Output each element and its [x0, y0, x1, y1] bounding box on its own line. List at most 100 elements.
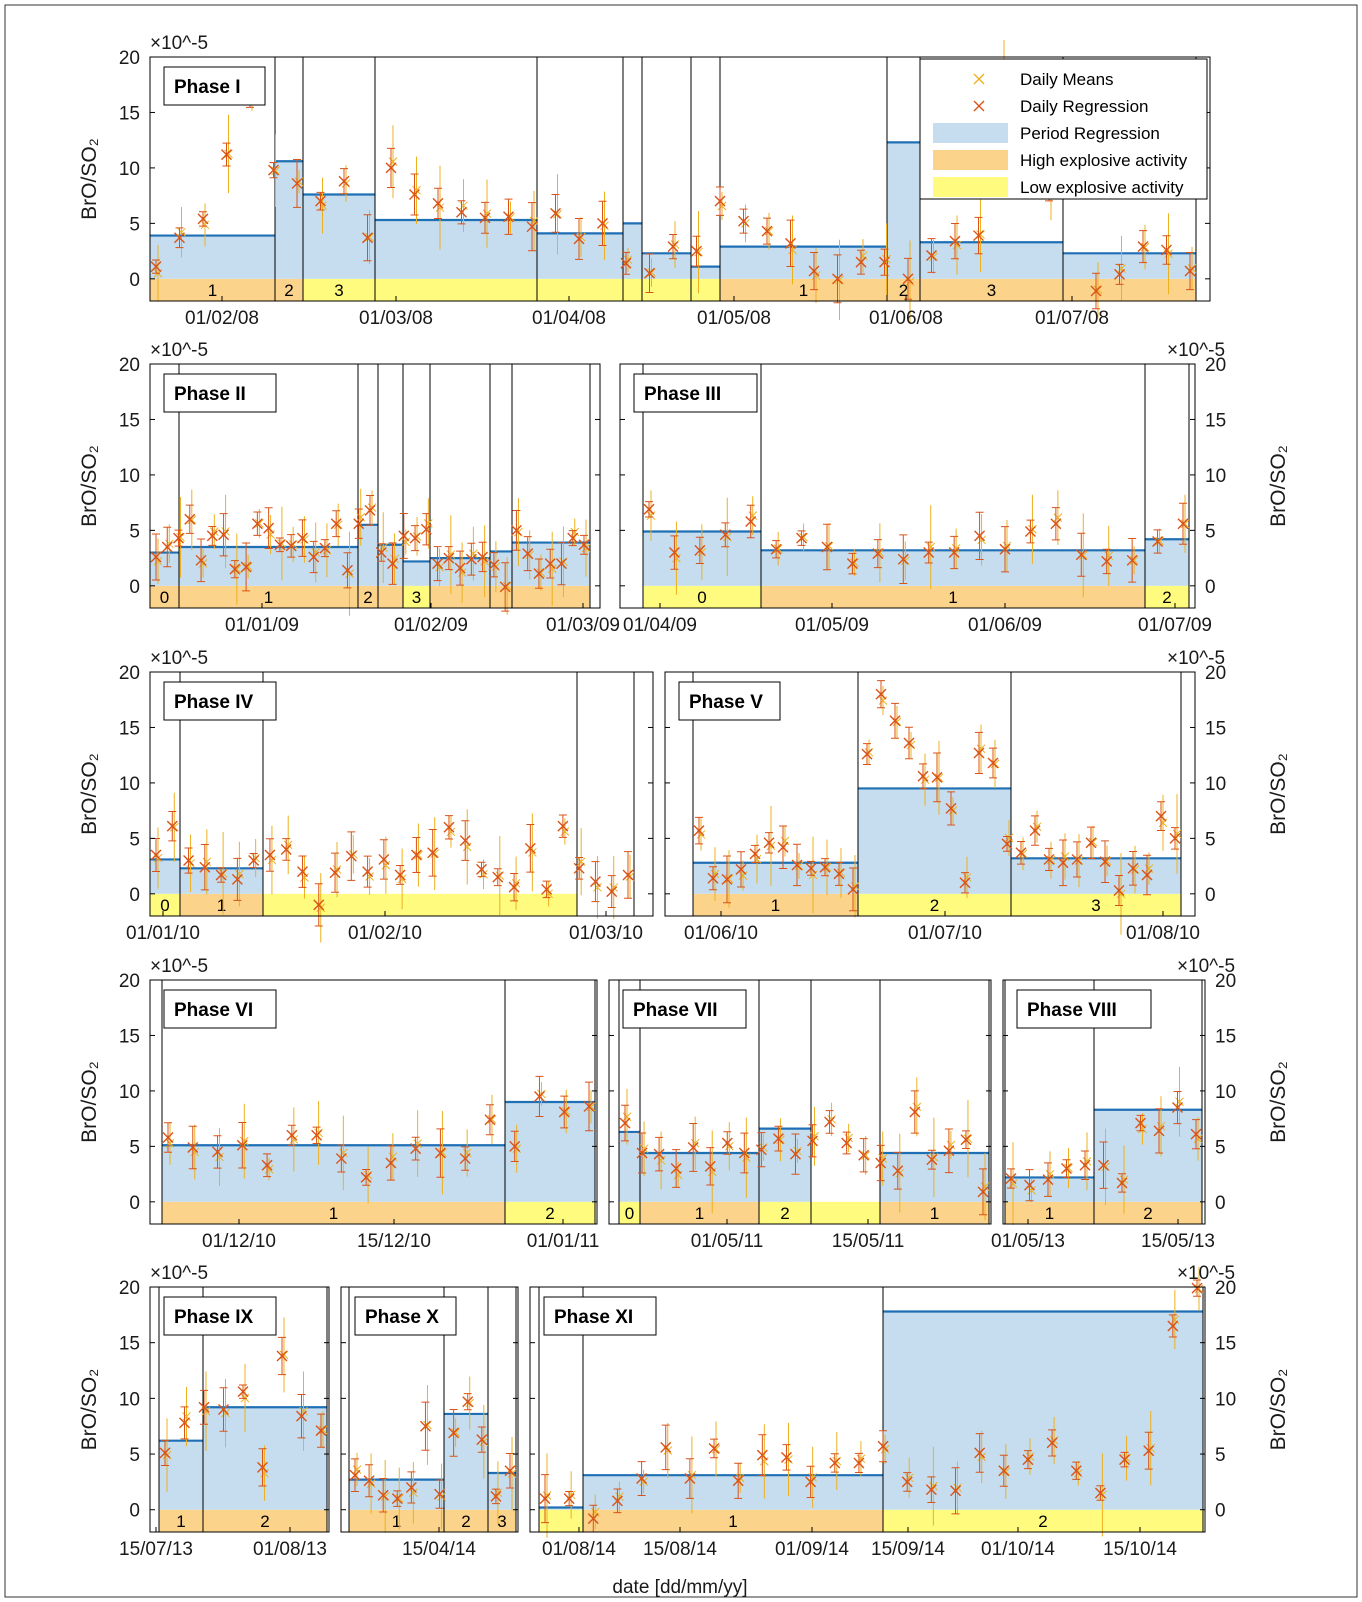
period-regression-area — [640, 1153, 759, 1202]
daily-regression-point — [456, 206, 467, 218]
daily-regression-point — [841, 1137, 853, 1149]
legend-label: Daily Means — [1020, 70, 1114, 89]
daily-means-point — [536, 568, 546, 578]
daily-regression-point — [1169, 832, 1181, 844]
activity-band — [583, 1509, 883, 1532]
phase-label-frame — [678, 681, 781, 721]
daily-regression-point — [541, 883, 553, 895]
daily-means-point — [299, 1406, 308, 1416]
daily-regression-point — [557, 820, 569, 832]
daily-regression-point — [161, 541, 173, 553]
daily-regression-point — [1057, 857, 1069, 869]
daily-means-point — [409, 1488, 418, 1498]
activity-band — [150, 893, 180, 916]
daily-regression-point — [606, 886, 618, 898]
phase-label-box: Phase VI — [163, 989, 277, 1029]
axes-frame — [149, 56, 1211, 302]
daily-regression-point — [212, 1146, 224, 1158]
daily-regression-point — [763, 837, 775, 849]
daily-regression-point — [789, 1148, 801, 1160]
daily-regression-point — [909, 1106, 921, 1118]
x-tick-label: 01/12/10 — [202, 1231, 276, 1252]
daily-regression-point — [846, 558, 858, 570]
daily-regression-point — [150, 261, 162, 273]
daily-means-point — [1053, 513, 1063, 522]
daily-regression-point — [796, 532, 808, 544]
daily-means-point — [1175, 1097, 1184, 1107]
daily-regression-point — [443, 552, 455, 564]
phase-label-box: Phase XI — [543, 1296, 657, 1336]
daily-means-point — [780, 836, 790, 846]
daily-means-point — [394, 1494, 404, 1503]
activity-band — [1005, 1201, 1094, 1224]
phase-label-frame — [163, 1296, 277, 1336]
x-tick-label: 01/07/10 — [908, 923, 982, 944]
daily-regression-point — [1161, 244, 1172, 256]
daily-regression-point — [276, 1350, 288, 1362]
daily-regression-point — [488, 559, 500, 571]
y-exponent: ×10^-5 — [1167, 648, 1225, 669]
activity-band — [375, 278, 537, 301]
legend-label: Daily Regression — [1020, 97, 1149, 116]
daily-regression-point — [1116, 1177, 1128, 1189]
phase-title: Phase I — [174, 77, 241, 98]
daily-means-point — [318, 201, 327, 210]
daily-means-point — [430, 849, 440, 858]
daily-regression-point — [1135, 1117, 1146, 1129]
daily-regression-point — [329, 867, 341, 879]
activity-band — [150, 278, 275, 301]
daily-regression-point — [926, 1154, 938, 1166]
daily-regression-point — [1005, 1173, 1017, 1185]
daily-regression-point — [808, 265, 820, 277]
period-regression-area — [883, 1311, 1203, 1510]
daily-regression-point — [644, 267, 655, 279]
daily-means-point — [850, 558, 859, 567]
activity-band — [537, 278, 623, 301]
daily-regression-point — [319, 542, 331, 554]
daily-means-point — [462, 1148, 472, 1158]
x-tick-label: 01/02/08 — [185, 308, 259, 329]
daily-means-point — [759, 1457, 769, 1466]
phase-label-box: Phase V — [678, 681, 781, 721]
daily-means-point — [764, 226, 774, 236]
daily-regression-point — [218, 1404, 229, 1415]
x-tick-label: 01/07/08 — [1035, 308, 1109, 329]
daily-regression-point — [785, 237, 796, 249]
activity-band — [150, 585, 179, 608]
axes-frame — [1002, 979, 1206, 1225]
daily-regression-point — [555, 558, 567, 570]
daily-regression-point — [923, 547, 935, 559]
daily-regression-point — [829, 1457, 841, 1469]
daily-means-point — [748, 511, 758, 520]
daily-regression-point — [732, 1475, 744, 1487]
daily-regression-point — [558, 1106, 570, 1118]
activity-band — [920, 278, 1063, 301]
activity-band — [180, 893, 263, 916]
daily-regression-point — [378, 853, 390, 865]
daily-means-point — [1060, 852, 1070, 861]
daily-regression-point — [573, 233, 585, 245]
daily-regression-point — [824, 1116, 836, 1128]
period-regression-area — [759, 1128, 811, 1202]
x-tick-label: 01/01/10 — [126, 923, 200, 944]
period-regression-area — [691, 266, 720, 279]
phase-label-box: Phase II — [163, 373, 277, 413]
daily-means-point — [547, 564, 557, 574]
daily-means-point — [318, 1425, 328, 1435]
daily-means-point — [810, 1131, 819, 1141]
period-label: 1 — [771, 896, 780, 915]
daily-regression-point — [391, 1493, 403, 1505]
daily-means-point — [811, 271, 821, 280]
daily-regression-point — [1079, 1159, 1091, 1171]
daily-regression-point — [772, 1133, 784, 1145]
daily-regression-point — [960, 1134, 972, 1146]
daily-regression-point — [508, 881, 520, 893]
y-tick-label: 15 — [1205, 410, 1226, 431]
daily-means-point — [586, 1102, 596, 1112]
period-label: 0 — [697, 588, 706, 607]
activity-band — [490, 585, 512, 608]
phase-title: Phase II — [174, 384, 246, 405]
daily-regression-point — [432, 197, 444, 209]
daily-regression-point — [522, 548, 534, 560]
